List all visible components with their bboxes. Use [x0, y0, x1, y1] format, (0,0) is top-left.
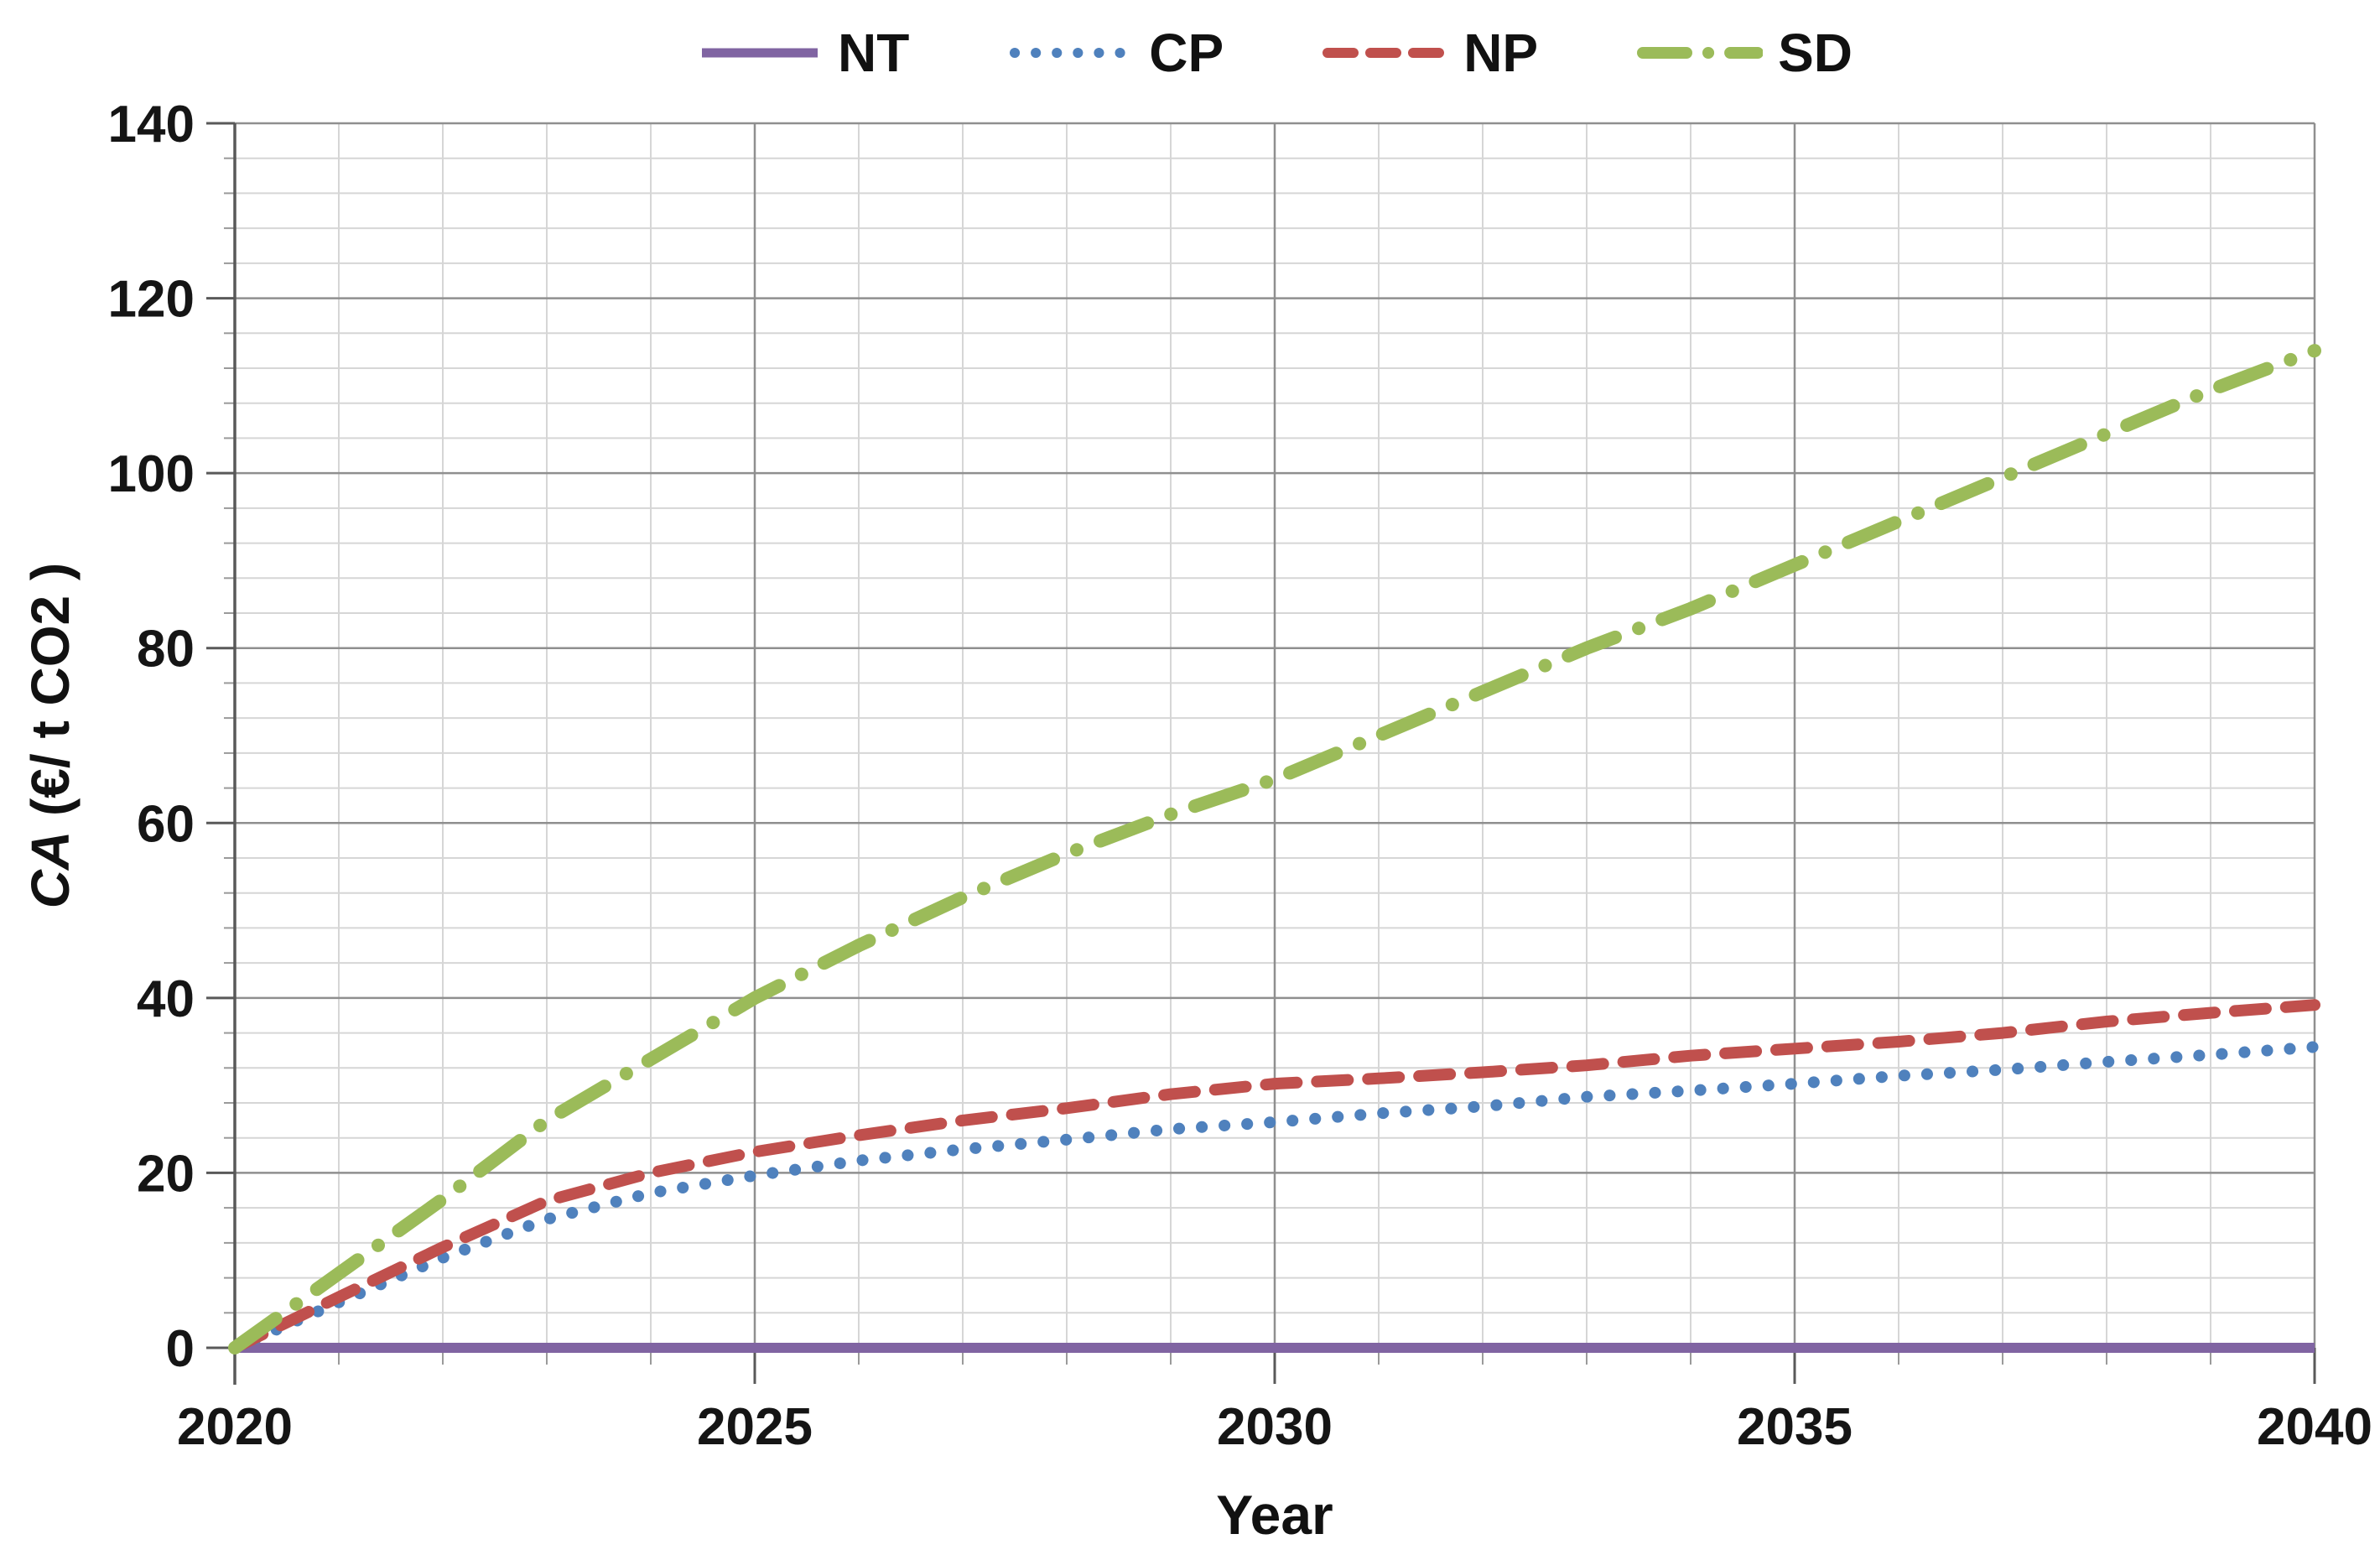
y-axis-title-symbol: CA [20, 830, 81, 909]
y-axis-title-units: (€/ t CO2 ) [20, 562, 81, 831]
svg-text:2020: 2020 [177, 1398, 293, 1456]
svg-text:20: 20 [137, 1145, 195, 1203]
svg-text:2035: 2035 [1737, 1398, 1853, 1456]
svg-text:100: 100 [108, 445, 195, 503]
svg-text:2040: 2040 [2257, 1398, 2372, 1456]
legend-item-cp: CP [1008, 26, 1224, 80]
cp-dotted-line-icon [1010, 48, 1135, 58]
legend-label-np: NP [1463, 23, 1539, 83]
nt-solid-line-icon [701, 48, 818, 58]
svg-text:120: 120 [108, 271, 195, 329]
y-axis-title: CA (€/ t CO2 ) [19, 563, 81, 908]
legend-label-cp: CP [1149, 23, 1224, 83]
svg-text:2030: 2030 [1217, 1398, 1333, 1456]
np-dashed-line-icon [1323, 48, 1449, 58]
svg-text:140: 140 [108, 96, 195, 153]
svg-text:0: 0 [166, 1320, 195, 1378]
legend-item-nt: NT [697, 26, 909, 80]
sd-dashdot-line-icon [1637, 47, 1764, 59]
legend-item-sd: SD [1637, 26, 1853, 80]
chart-legend: NT CP NP SD [235, 7, 2315, 99]
y-axis-title-wrap: CA (€/ t CO2 ) [0, 123, 101, 1348]
legend-label-nt: NT [837, 23, 910, 83]
legend-label-sd: SD [1778, 23, 1853, 83]
svg-text:80: 80 [137, 621, 195, 679]
legend-item-np: NP [1323, 26, 1538, 80]
svg-text:2025: 2025 [697, 1398, 813, 1456]
x-axis-title: Year [1216, 1484, 1333, 1546]
svg-text:40: 40 [137, 970, 195, 1028]
svg-text:60: 60 [137, 795, 195, 853]
